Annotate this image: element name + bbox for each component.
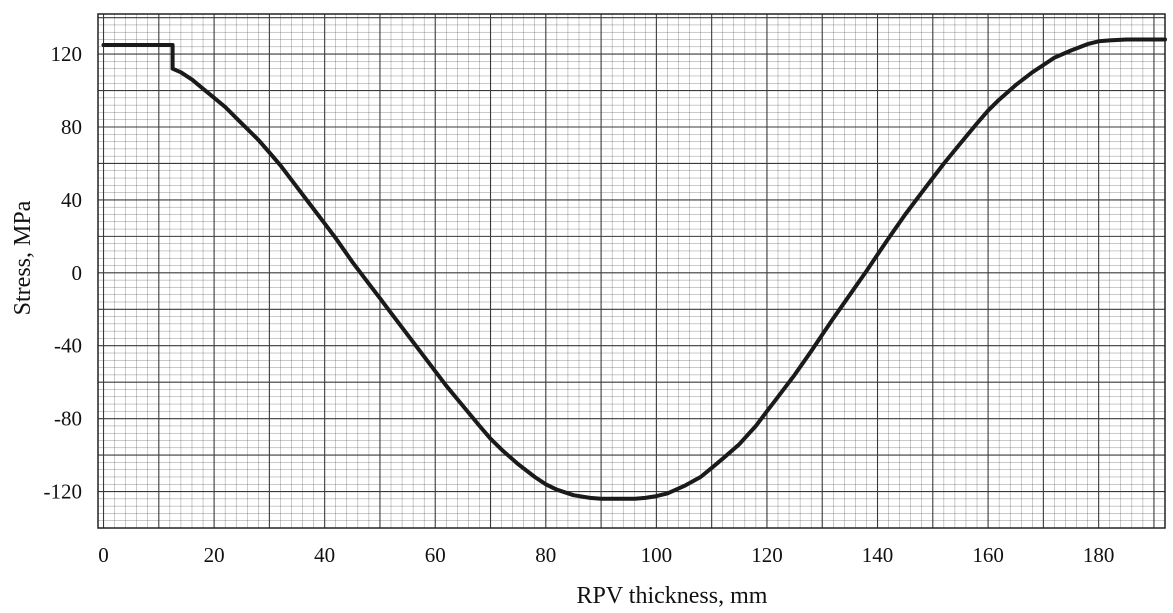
x-tick-label: 160 bbox=[972, 543, 1004, 567]
y-tick-label: -80 bbox=[54, 407, 82, 431]
x-tick-label: 120 bbox=[751, 543, 783, 567]
y-tick-label: 0 bbox=[72, 261, 83, 285]
x-tick-label: 20 bbox=[204, 543, 225, 567]
y-tick-label: 40 bbox=[61, 188, 82, 212]
x-axis-label: RPV thickness, mm bbox=[577, 583, 768, 609]
y-tick-label: -40 bbox=[54, 334, 82, 358]
y-axis-label: Stress, MPa bbox=[10, 200, 36, 315]
x-tick-label: 140 bbox=[862, 543, 894, 567]
x-tick-label: 80 bbox=[535, 543, 556, 567]
y-tick-label: 120 bbox=[51, 42, 83, 66]
x-tick-label: 40 bbox=[314, 543, 335, 567]
plot-frame bbox=[97, 13, 1166, 529]
stress-curve bbox=[101, 37, 1167, 501]
y-tick-label: 80 bbox=[61, 115, 82, 139]
x-tick-label: 60 bbox=[425, 543, 446, 567]
y-tick-labels: 120 80 40 0 -40 -80 -120 bbox=[44, 42, 83, 503]
major-grid bbox=[98, 14, 1165, 529]
minor-grid bbox=[98, 14, 1166, 528]
x-tick-label: 0 bbox=[98, 543, 109, 567]
y-tick-label: -120 bbox=[44, 480, 83, 504]
x-tick-label: 100 bbox=[641, 543, 673, 567]
x-tick-label: 180 bbox=[1083, 543, 1115, 567]
x-tick-labels: 0 20 40 60 80 100 120 140 160 180 bbox=[98, 543, 1114, 567]
